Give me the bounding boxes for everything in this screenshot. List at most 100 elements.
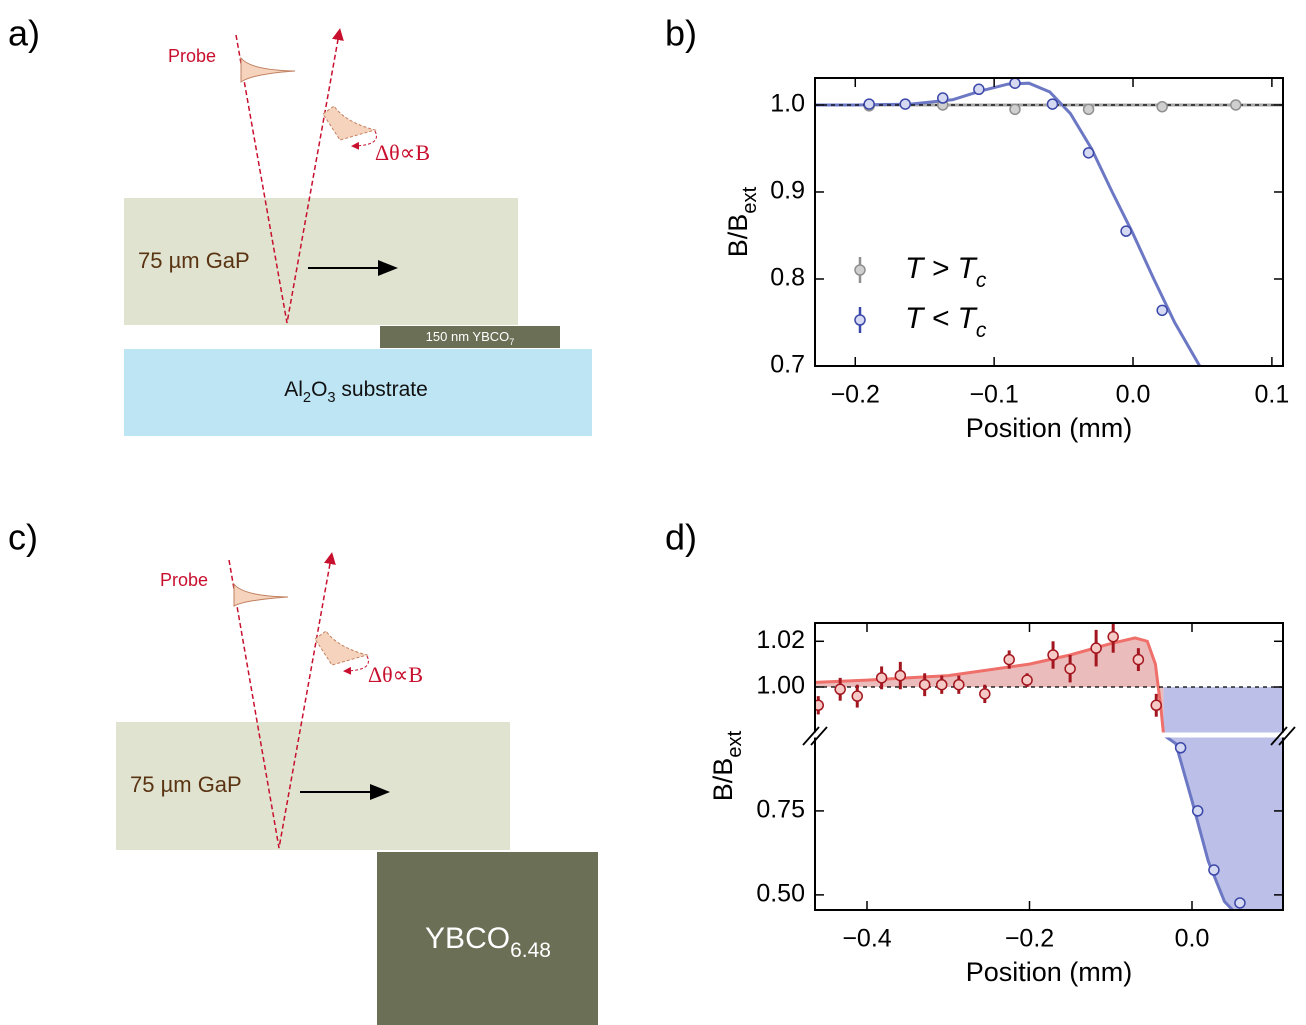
y-axis-label-sub: ext	[739, 186, 761, 213]
data-point	[815, 699, 824, 712]
text-part: 3	[327, 390, 335, 406]
data-point	[973, 83, 985, 96]
data-point	[1082, 103, 1095, 116]
y-axis-label-main: B/B	[723, 214, 753, 258]
text-part: 6.48	[510, 939, 551, 962]
gap-layer	[116, 722, 510, 850]
data-point	[1046, 98, 1059, 110]
legend-label: T < Tc	[905, 302, 987, 342]
data-point	[1107, 630, 1119, 643]
y-tick-label: 0.8	[770, 264, 805, 292]
data-point	[875, 672, 888, 684]
axis-break-mark	[1278, 726, 1296, 746]
data-point	[834, 683, 846, 696]
panel-label: b)	[665, 13, 697, 54]
shaded-area	[815, 637, 1164, 735]
probe-label: Probe	[160, 570, 208, 590]
film-label: 150 nm YBCO7	[426, 329, 515, 347]
text-part: substrate	[336, 378, 428, 401]
legend-label-main: T < T	[905, 302, 979, 335]
y-axis-label-sub: ext	[724, 730, 746, 757]
text-part: 7	[509, 337, 514, 347]
diagram-a: Probe Δθ∝B 75 µm GaP 150 nm YBCO7 Al2O3 …	[124, 28, 592, 436]
data-point	[979, 688, 991, 700]
diagram-c: Probe Δθ∝B 75 µm GaP YBCO6.48	[116, 552, 598, 1025]
data-point	[936, 678, 948, 691]
data-point	[1064, 662, 1076, 675]
sample-label: YBCO6.48	[425, 922, 551, 962]
pulse	[240, 56, 296, 83]
probe-label: Probe	[168, 46, 216, 66]
legend-label-sub: c	[976, 319, 987, 342]
plot-frame	[814, 77, 1284, 367]
legend-marker	[854, 314, 866, 326]
substrate-label: Al2O3 substrate	[284, 378, 428, 406]
x-tick-label: −0.2	[831, 381, 880, 409]
rotation-arrow	[351, 130, 377, 150]
panel-label: c)	[8, 517, 38, 558]
text-part: 150 nm YBCO	[426, 329, 510, 344]
beam	[228, 552, 336, 849]
text-part: O	[311, 378, 327, 401]
data-point	[1132, 653, 1145, 666]
rotation-label: Δθ∝B	[368, 662, 423, 687]
pulse-rotated	[322, 105, 377, 141]
axis-break-mark	[810, 726, 828, 746]
shaded-area	[1163, 687, 1283, 735]
data-point	[894, 669, 907, 682]
data-point	[1156, 100, 1168, 113]
plot-frame	[814, 622, 1284, 911]
data-point	[1174, 742, 1187, 754]
data-point	[918, 678, 931, 691]
x-tick-label: 0.0	[1175, 925, 1210, 953]
rotation-label: Δθ∝B	[375, 140, 430, 165]
plot-area	[815, 78, 1283, 366]
data-point	[1234, 897, 1246, 909]
data-point	[1009, 78, 1021, 89]
text-part: YBCO	[425, 922, 510, 955]
fit-line	[815, 636, 1166, 735]
data-point	[1150, 699, 1162, 712]
plot-area-lower	[1162, 735, 1283, 910]
layer-label: 75 µm GaP	[130, 772, 242, 797]
text-part: 2	[303, 390, 311, 406]
y-tick-label: 0.50	[756, 879, 805, 907]
legend-label-sub: c	[976, 269, 987, 292]
shaded-area	[1163, 735, 1283, 910]
fit-line	[815, 81, 1202, 366]
rotation-arrow	[343, 655, 369, 675]
data-point	[937, 92, 949, 104]
film	[380, 326, 560, 348]
panel-labels: a) b) c) d)	[8, 13, 697, 558]
data-point	[1003, 653, 1015, 666]
data-point	[1230, 99, 1242, 111]
x-tick-label: 0.0	[1116, 381, 1151, 409]
data-point	[1082, 147, 1095, 159]
beam	[235, 28, 344, 324]
x-tick-label: 0.1	[1255, 381, 1290, 409]
data-point	[953, 678, 965, 691]
panel-label: d)	[665, 517, 697, 558]
layer-label: 75 µm GaP	[138, 248, 250, 273]
y-tick-label: 0.7	[770, 351, 805, 379]
x-axis-label: Position (mm)	[966, 413, 1133, 443]
y-axis-label: B/Bext	[723, 186, 761, 257]
fit-line	[1162, 735, 1234, 910]
gap-layer	[124, 198, 518, 325]
data-point	[1120, 225, 1132, 237]
y-tick-label: 1.02	[756, 626, 805, 654]
axis-break-mark	[1270, 726, 1288, 746]
pulse-rotated	[314, 630, 369, 666]
substrate	[124, 349, 592, 436]
data-point	[1047, 649, 1059, 661]
pulse	[233, 582, 289, 607]
data-point	[851, 690, 863, 702]
y-axis-label-main: B/B	[708, 758, 738, 802]
data-point	[1191, 805, 1204, 817]
legend-label-main: T > T	[905, 252, 979, 285]
sample	[377, 852, 598, 1025]
y-axis-label: B/Bext	[708, 730, 746, 801]
y-tick-label: 1.0	[770, 90, 805, 118]
data-point	[899, 98, 912, 110]
panel-label: a)	[8, 13, 40, 54]
